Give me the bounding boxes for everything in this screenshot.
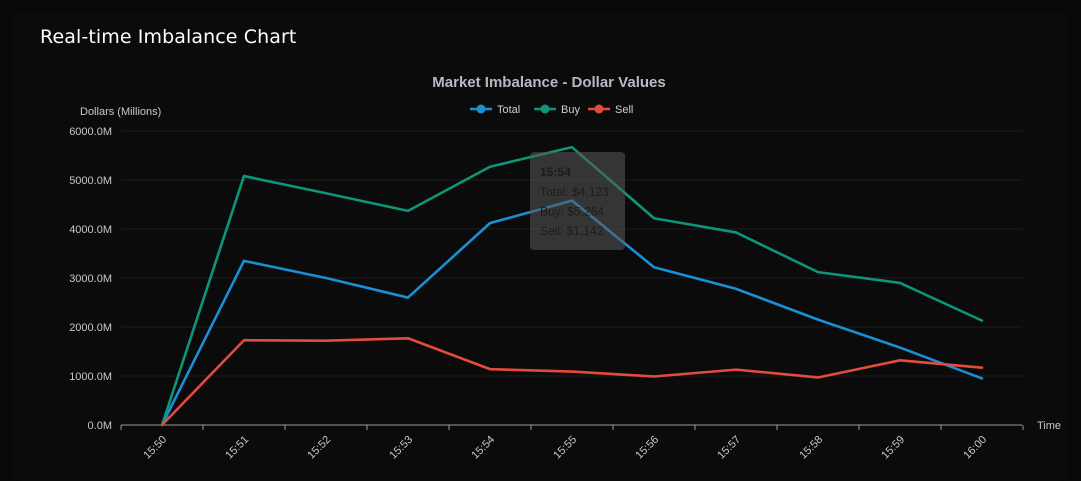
x-tick-label: 15:53: [387, 434, 415, 462]
x-tick-label: 15:52: [305, 434, 333, 462]
legend-label: Sell: [615, 104, 633, 116]
chart-title: Market Imbalance - Dollar Values: [432, 74, 665, 91]
legend-marker: [540, 104, 550, 114]
tooltip-title: 15:54: [540, 165, 571, 179]
y-tick-label: 0.0M: [88, 420, 112, 432]
legend-marker: [476, 104, 486, 114]
y-tick-label: 6000.0M: [69, 126, 112, 138]
tooltip-line: Buy: $5,264: [540, 205, 604, 219]
x-tick-label: 15:50: [141, 434, 169, 462]
x-tick-label: 15:57: [715, 434, 743, 462]
y-tick-label: 1000.0M: [69, 371, 112, 383]
y-tick-label: 3000.0M: [69, 273, 112, 285]
legend-label: Total: [497, 104, 520, 116]
y-tick-label: 5000.0M: [69, 175, 112, 187]
y-tick-label: 2000.0M: [69, 322, 112, 334]
x-tick-label: 15:59: [879, 434, 907, 462]
legend-item-sell[interactable]: Sell: [588, 104, 633, 116]
legend-item-buy[interactable]: Buy: [534, 104, 580, 116]
series-line-sell[interactable]: [160, 336, 984, 427]
tooltip: 15:54 Total: $4,123 Buy: $5,264 Sell: $1,14…: [530, 152, 625, 250]
page-title: Real-time Imbalance Chart: [40, 26, 297, 48]
legend-item-total[interactable]: Total: [470, 104, 520, 116]
x-tick-label: 15:58: [797, 434, 825, 462]
y-tick-label: 4000.0M: [69, 224, 112, 236]
legend-label: Buy: [561, 104, 580, 116]
x-tick-label: 15:55: [551, 434, 579, 462]
x-axis-label: Time: [1037, 420, 1061, 432]
x-tick-label: 15:54: [469, 434, 497, 462]
y-axis-label: Dollars (Millions): [80, 106, 161, 118]
legend-marker: [594, 104, 604, 114]
x-tick-label: 15:56: [633, 434, 661, 462]
tooltip-line: Sell: $1,142: [540, 224, 604, 238]
tooltip-box: [530, 152, 625, 250]
x-tick-label: 15:51: [223, 434, 251, 462]
legend[interactable]: Total Buy Sell: [470, 104, 633, 116]
tooltip-line: Total: $4,123: [540, 185, 609, 199]
series-line-buy[interactable]: [160, 145, 984, 427]
x-tick-label: 16:00: [961, 434, 989, 462]
